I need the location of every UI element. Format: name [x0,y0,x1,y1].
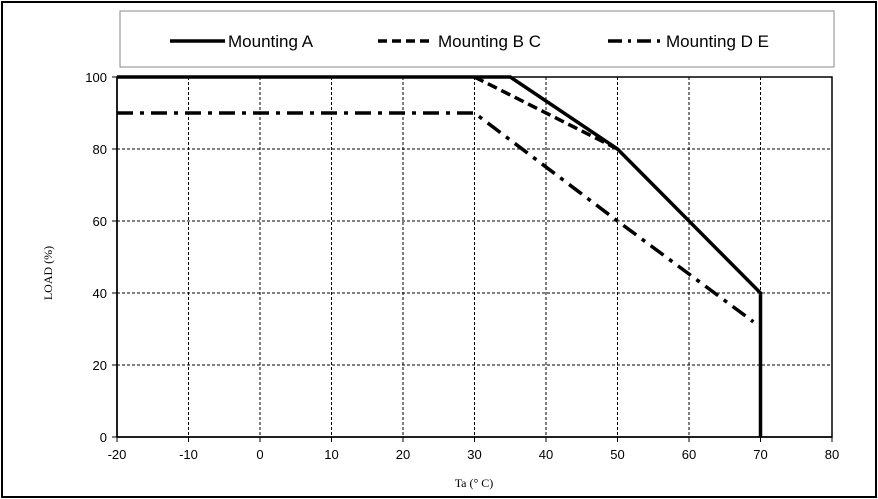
legend-label-mounting-b-c: Mounting B C [438,32,541,51]
legend-label-mounting-a: Mounting A [228,32,314,51]
series-line-mounting-a [117,75,763,437]
legend-label-mounting-d-e: Mounting D E [666,32,769,51]
y-tick-label: 100 [85,70,107,85]
series-line-mounting-b-c [473,75,619,151]
x-tick-label: 10 [324,447,338,462]
series-line-mounting-d-e [117,111,755,324]
y-axis-label: LOAD (%) [41,246,55,300]
y-tick-label: 40 [93,286,107,301]
y-tick-label: 20 [93,358,107,373]
y-tick-label: 0 [100,430,107,445]
x-tick-label: 20 [396,447,410,462]
x-tick-label: -20 [108,447,127,462]
x-tick-label: -10 [179,447,198,462]
legend-box [119,10,835,68]
y-tick-label: 60 [93,214,107,229]
x-axis-label: Ta (° C) [455,476,494,490]
x-tick-label: 70 [753,447,767,462]
x-tick-label: 30 [467,447,481,462]
plot-area: -20 -10 0 10 20 30 40 50 60 70 80 0 20 40 60 80 100 [85,70,839,462]
x-tick-label: 60 [682,447,696,462]
x-tick-label: 80 [825,447,839,462]
x-tick-label: 0 [256,447,263,462]
legend: Mounting A Mounting B C Mounting D E [119,10,835,68]
x-tick-label: 40 [539,447,553,462]
x-tick-label: 50 [610,447,624,462]
y-tick-label: 80 [93,142,107,157]
